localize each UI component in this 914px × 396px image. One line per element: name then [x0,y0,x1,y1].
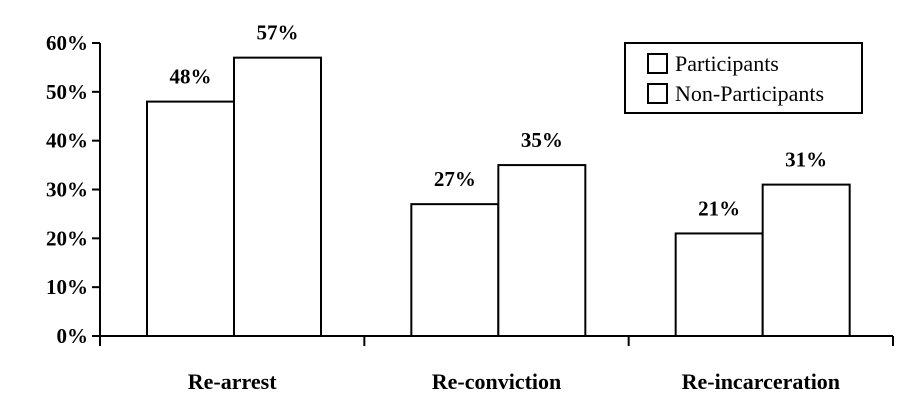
bar-non-participants [233,56,322,338]
chart-bars [146,56,851,338]
x-category-label: Re-arrest [188,369,277,394]
legend-entry-label: Participants [675,51,779,76]
y-tick-label: 60% [46,31,88,55]
bar-participants [146,100,235,337]
bar-participants [674,232,764,337]
x-category-label: Re-incarceration [682,369,840,394]
data-label: 57% [257,21,299,45]
y-tick-label: 10% [46,275,88,299]
chart-labels: Re-arrest 48% 57% Re-conviction 27% 35% Re-inc… [170,21,841,394]
y-tick-label: 40% [46,129,88,153]
chart-legend: Participants Non-Participants [624,42,863,114]
bar-non-participants [761,183,851,337]
legend-swatch [647,83,668,104]
y-tick-label: 0% [57,324,89,348]
data-label: 21% [698,196,740,220]
legend-swatch [647,53,668,74]
data-label: 35% [521,128,563,152]
data-label: 27% [434,167,476,191]
bar-participants [410,203,500,337]
y-tick-label: 50% [46,80,88,104]
y-tick-label: 20% [46,226,88,250]
x-category-label: Re-conviction [432,369,562,394]
legend-entry-label: Non-Participants [675,81,824,106]
y-tick-label: 30% [46,178,88,202]
data-label: 31% [785,148,827,172]
data-label: 48% [170,65,212,89]
chart-axes: 0% 10% 20% 30% 40% 50% 60% [46,31,894,348]
bar-non-participants [497,164,587,337]
